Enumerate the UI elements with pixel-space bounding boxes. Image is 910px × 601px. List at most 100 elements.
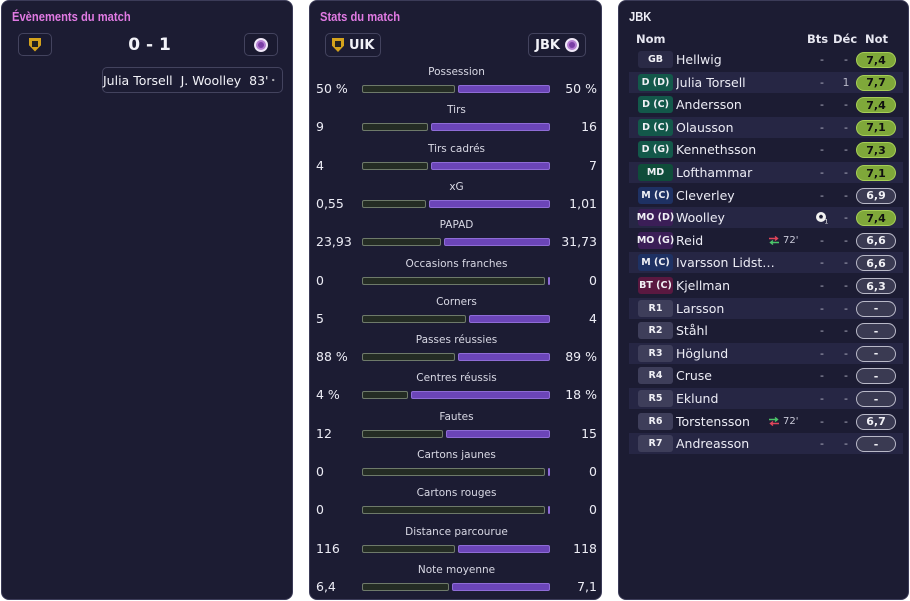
stat-label: Corners xyxy=(436,295,477,308)
stat-away-value: 0 xyxy=(589,464,597,479)
player-row[interactable]: M (C) Cleverley - -6,9 xyxy=(629,185,903,206)
goals-value: - xyxy=(820,324,824,338)
player-row[interactable]: M (C) Ivarsson Lidst… - -6,6 xyxy=(629,252,903,274)
decisive-value: - xyxy=(844,120,848,134)
player-row[interactable]: D (C) Olausson - -7,1 xyxy=(629,116,903,138)
stat-away-value: 16 xyxy=(581,119,597,135)
stat-away-value: 15 xyxy=(581,425,597,441)
stat-away-bar xyxy=(410,391,550,400)
stat-label: Cartons rouges xyxy=(416,487,497,500)
position-badge: R2 xyxy=(638,322,673,340)
stat-away-value: 0 xyxy=(589,272,597,288)
goals-value: - xyxy=(820,233,824,247)
home-team-tab[interactable]: UIK xyxy=(325,33,382,57)
player-name[interactable]: Cleverley xyxy=(676,187,735,203)
home-team-name: UIK xyxy=(349,37,375,53)
player-row[interactable]: R3 Höglund - - - xyxy=(629,342,903,364)
position-badge: MO (D) xyxy=(637,209,674,227)
away-team-tab[interactable]: JBK xyxy=(528,33,586,57)
stat-label: Tirs cadrés xyxy=(427,142,486,155)
goals-value: - xyxy=(820,75,824,89)
stat-away-value: 4 xyxy=(589,310,597,326)
player-row[interactable]: R1 Larsson - - - xyxy=(629,297,903,319)
stat-home-bar xyxy=(362,238,442,247)
player-rating: 7,1 xyxy=(856,165,896,181)
player-name[interactable]: Eklund xyxy=(676,391,719,406)
goal-event[interactable]: Julia Torsell J. Woolley 83' xyxy=(102,67,283,93)
player-name[interactable]: Reid xyxy=(676,232,704,248)
player-name[interactable]: Torstensson xyxy=(676,413,750,429)
header-goals[interactable]: Bts xyxy=(807,32,829,46)
player-name[interactable]: Ståhl xyxy=(676,323,708,339)
goals-value: - xyxy=(820,98,824,112)
player-name[interactable]: Julia Torsell xyxy=(676,74,746,90)
player-name[interactable]: Hellwig xyxy=(676,52,722,67)
stat-home-value: 88 % xyxy=(316,349,348,365)
stat-home-value: 50 % xyxy=(316,81,348,96)
player-row[interactable]: D (C) Andersson - -7,4 xyxy=(629,94,903,115)
stat-label: Occasions franches xyxy=(405,257,508,270)
substitution-icon xyxy=(769,235,779,245)
decisive-value: - xyxy=(844,143,848,157)
decisive-value: 1 xyxy=(842,75,850,89)
player-row[interactable]: MO (D) Woolley 1 -7,4 xyxy=(629,207,903,229)
stat-home-bar xyxy=(362,391,408,400)
away-team-crest[interactable] xyxy=(244,33,278,56)
player-name[interactable]: Andersson xyxy=(676,97,742,113)
stat-away-bar xyxy=(457,544,550,553)
stat-home-bar xyxy=(362,314,466,323)
goals-value: - xyxy=(820,279,824,292)
header-rating[interactable]: Not xyxy=(865,32,889,46)
player-row[interactable]: D (G) Kennethsson - -7,3 xyxy=(629,139,903,160)
svg-text:1: 1 xyxy=(825,219,829,225)
stat-away-bar xyxy=(431,161,550,170)
match-stats-panel: Stats du match UIK JBK Possession 50 % 50 … xyxy=(309,0,602,600)
stat-row: Centres réussis 4 % 18 % xyxy=(310,372,601,410)
player-rating: 7,4 xyxy=(856,97,896,114)
player-name[interactable]: Ivarsson Lidst… xyxy=(676,255,775,271)
stat-home-value: 12 xyxy=(316,425,332,441)
player-name[interactable]: Lofthammar xyxy=(676,165,753,180)
player-row[interactable]: R2 Ståhl - - - xyxy=(629,320,903,341)
player-rating: 6,6 xyxy=(856,232,896,249)
player-name[interactable]: Woolley xyxy=(676,210,725,226)
decisive-value: - xyxy=(844,392,848,405)
stat-label: Centres réussis xyxy=(416,372,497,385)
player-rating: 6,9 xyxy=(856,187,896,204)
player-row[interactable]: GB Hellwig - -7,4 xyxy=(629,49,903,70)
stat-row: Occasions franches 0 0 xyxy=(310,257,601,296)
header-decisive[interactable]: Déc xyxy=(833,32,858,46)
stat-row: PAPAD 23,93 31,73 xyxy=(310,219,601,257)
stat-label: xG xyxy=(449,180,464,193)
stat-away-value: 0 xyxy=(589,502,597,518)
stat-away-value: 7,1 xyxy=(577,578,597,594)
player-row[interactable]: D (D) Julia Torsell - 1 7,7 xyxy=(629,71,903,93)
decisive-value: - xyxy=(844,211,848,225)
player-name[interactable]: Kennethsson xyxy=(676,142,757,158)
player-row[interactable]: R7 Andreasson - - - xyxy=(629,433,903,455)
home-team-crest[interactable] xyxy=(18,33,52,56)
stat-row: Tirs 9 16 xyxy=(310,104,601,142)
player-name[interactable]: Cruse xyxy=(676,368,712,384)
player-row[interactable]: R4 Cruse - - - xyxy=(629,365,903,386)
player-row[interactable]: R6 Torstensson 72' - -6,7 xyxy=(629,411,903,432)
stat-label: Note moyenne xyxy=(417,563,496,576)
position-badge: R6 xyxy=(638,412,673,430)
player-name[interactable]: Höglund xyxy=(676,345,729,361)
player-name[interactable]: Andreasson xyxy=(676,436,750,452)
header-name[interactable]: Nom xyxy=(636,32,666,46)
player-name[interactable]: Olausson xyxy=(676,119,734,135)
player-row[interactable]: MD Lofthammar - -7,1 xyxy=(629,162,903,183)
player-row[interactable]: MO (G) Reid 72' - -6,6 xyxy=(629,230,903,251)
stat-row: Cartons rouges 0 0 xyxy=(310,487,601,525)
player-name[interactable]: Kjellman xyxy=(676,278,731,293)
player-rating: 7,1 xyxy=(856,119,896,136)
away-team-name: JBK xyxy=(535,37,560,53)
team-panel-title: JBK xyxy=(629,9,652,24)
stat-label: PAPAD xyxy=(439,219,474,232)
player-row[interactable]: R5 Eklund - - - xyxy=(629,388,903,409)
player-rating: - xyxy=(856,368,896,385)
goals-value: - xyxy=(820,414,824,428)
player-name[interactable]: Larsson xyxy=(676,300,725,316)
player-row[interactable]: BT (C) Kjellman - -6,3 xyxy=(629,275,903,296)
